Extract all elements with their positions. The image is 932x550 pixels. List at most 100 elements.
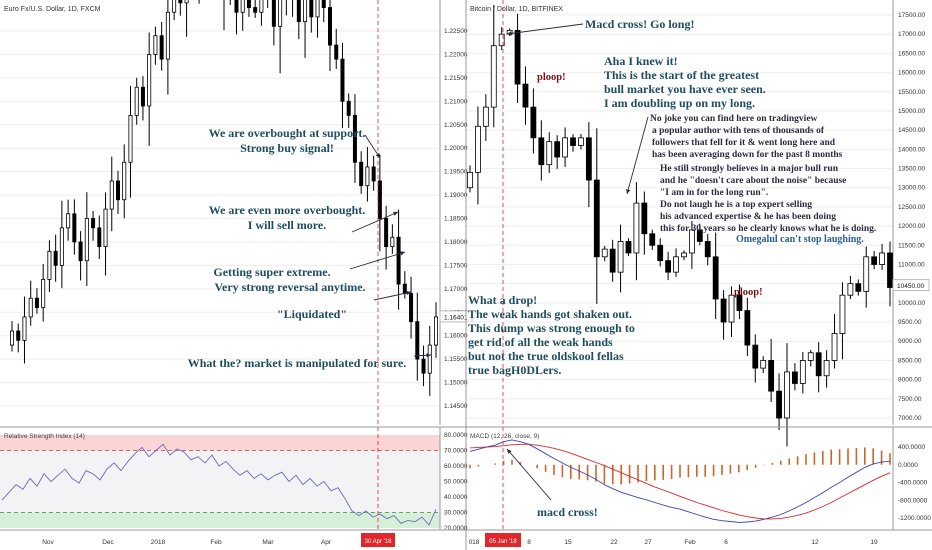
eurusd-candle-body (278, 0, 283, 27)
btcusd-time-tick: 6 (724, 539, 728, 546)
eurusd-candle-body (346, 100, 351, 116)
btcusd-candle-body (696, 229, 703, 242)
btcusd-price-tick-label: 9500.00 (898, 319, 922, 326)
eurusd-price-tick-label: 1.20000 (444, 145, 468, 152)
eurusd-candle-body (371, 166, 376, 182)
btcusd-candle-body (879, 252, 885, 265)
eurusd-candle-body (103, 208, 108, 248)
eurusd-candle-body (396, 236, 401, 285)
eurusd-price-tick-label: 1.14500 (444, 403, 468, 410)
btcusd-candle-body (815, 352, 822, 377)
btcusd-price-tick-label: 14000.00 (898, 146, 925, 153)
btcusd-candle-body (736, 294, 743, 311)
annotation-greatest: This is the start of the greatest (604, 68, 759, 82)
annotations-layer: We are overbought at support.Strong buy … (188, 17, 877, 519)
eurusd-time-tick: Apr (321, 539, 332, 546)
eurusd-candle-body (384, 218, 389, 248)
btcusd-price-tick-label: 8000.00 (898, 377, 922, 384)
eurusd-candle-body (340, 58, 345, 102)
eurusd-candle-body (421, 358, 426, 374)
btcusd-price-tick-label: 9000.00 (898, 338, 922, 345)
btcusd-candle-body (546, 141, 553, 166)
btcusd-candle-body (720, 298, 727, 323)
annotation-arrow-2 (351, 211, 399, 233)
rsi-line (1, 443, 437, 526)
btcusd-candle-body (768, 360, 775, 392)
annotation-arrow-3 (349, 251, 406, 270)
annotation-author-story: has been averaging down for the past 8 m… (652, 150, 843, 160)
eurusd-candle-body (271, 0, 276, 27)
macd-axis-tick-label: -400.0000 (898, 480, 928, 487)
btcusd-candle-body (807, 352, 814, 361)
eurusd-candle-body (296, 0, 301, 23)
eurusd-time-tick: Mar (262, 539, 274, 546)
eurusd-candle-body (321, 0, 326, 8)
eurusd-candle-body (433, 316, 438, 346)
btcusd-candle-body (475, 125, 481, 173)
eurusd-candle-body (390, 236, 395, 248)
btcusd-time-tick: Feb (684, 539, 696, 546)
btcusd-time-tick: 8 (527, 539, 531, 546)
annotation-shaken-out: The weak hands got shaken out. (468, 307, 632, 321)
eurusd-candle-body (28, 297, 33, 318)
eurusd-last-price: 1.16401 (444, 314, 468, 321)
eurusd-price-tick-label: 1.22000 (444, 51, 468, 58)
rsi-oversold-zone (0, 512, 440, 528)
btcusd-time-tick: 15 (564, 539, 572, 546)
btcusd-candle-body (871, 256, 878, 265)
btcusd-candle-body (855, 283, 862, 292)
eurusd-candle-body (315, 0, 320, 18)
annotation-author-story: He still strongly believes in a major bu… (660, 164, 839, 174)
annotation-macd-go-long: Macd cross! Go long! (585, 17, 694, 31)
annotation-bagholders: true bagH0DLers. (468, 363, 561, 377)
annotation-sell-more: I will sell more. (248, 218, 326, 232)
btcusd-candle-body (633, 202, 640, 254)
eurusd-price-tick-label: 1.17500 (444, 262, 468, 269)
btcusd-candle-body (799, 360, 806, 384)
eurusd-price-tick-label: 1.20500 (444, 122, 468, 129)
rsi-axis-tick-label: 60.0000 (444, 463, 468, 470)
rsi-indicator-title: Relative Strength Index (14) (4, 433, 85, 440)
annotation-ploop-1: ploop! (537, 72, 566, 83)
eurusd-candle-body (41, 279, 46, 308)
eurusd-candle-body (415, 321, 420, 360)
rsi-axis-tick-label: 40.0000 (444, 494, 468, 501)
annotation-more-overbought: We are even more overbought. (209, 203, 366, 217)
eurusd-candle-body (303, 0, 308, 23)
annotation-arrow-2-head (393, 211, 398, 216)
btcusd-candle-body (467, 171, 473, 189)
btcusd-candle-body (792, 371, 798, 384)
eurusd-date-marker-label: 30 Apr '18 (365, 539, 392, 545)
btcusd-candle-body (847, 283, 854, 296)
eurusd-chart-title: Euro Fx/U.S. Dollar, 1D, FXCM (4, 6, 101, 13)
btcusd-date-marker-label: 05 Jan '18 (489, 539, 517, 545)
btcusd-price-tick-label: 11500.00 (898, 242, 925, 249)
btcusd-price-tick-label: 7500.00 (898, 396, 922, 403)
macd-axis-tick-label: 0.0000 (898, 462, 918, 469)
btcusd-time-tick: 19 (870, 539, 878, 546)
btcusd-candle-body (744, 310, 751, 346)
rsi-neutral-zone (0, 450, 440, 513)
eurusd-candle-body (116, 180, 121, 201)
eurusd-candle-body (234, 0, 239, 13)
btcusd-candle-body (760, 360, 767, 369)
macd-axis-tick-label: -800.0000 (898, 497, 928, 504)
eurusd-candle-body (409, 293, 414, 323)
annotation-omegalul: Omegalul can't stop laughing. (736, 234, 864, 245)
macd-signal-line (469, 443, 891, 520)
eurusd-candle-body (140, 86, 145, 107)
btcusd-candle-body (601, 248, 608, 258)
annotation-author-story: No joke you can find here on tradingview (650, 114, 818, 124)
btcusd-price-tick-label: 17500.00 (898, 12, 925, 19)
btcusd-candle-body (839, 294, 846, 334)
eurusd-candle-body (9, 330, 14, 346)
btcusd-price-tick-label: 14500.00 (898, 127, 925, 134)
eurusd-time-tick: Feb (210, 539, 222, 546)
btcusd-candle-body (752, 344, 759, 369)
eurusd-price-tick-label: 1.19500 (444, 169, 468, 176)
eurusd-candle-body (253, 7, 258, 13)
btcusd-candle-body (609, 248, 616, 273)
eurusd-candle-body (97, 227, 102, 248)
eurusd-candle-body (34, 297, 39, 308)
